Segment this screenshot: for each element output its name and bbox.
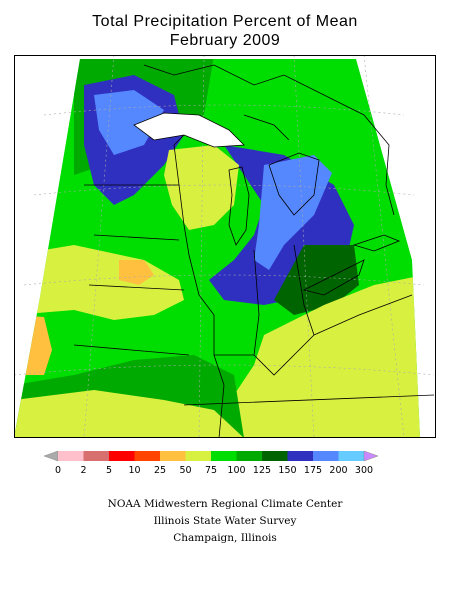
- lake-michigan: [228, 166, 250, 246]
- region-orange-west: [119, 260, 154, 285]
- legend-tick-label: 150: [278, 465, 296, 476]
- legend-tick-label: 100: [227, 465, 245, 476]
- legend-swatch: [134, 451, 160, 461]
- legend-tick-label: 10: [128, 465, 140, 476]
- legend-swatch: [211, 451, 237, 461]
- credit-line-1: NOAA Midwestern Regional Climate Center: [107, 498, 343, 510]
- region-dark-green-east: [274, 245, 359, 315]
- legend-tick-label: 5: [106, 465, 112, 476]
- legend-tick-label: 2: [80, 465, 86, 476]
- legend-swatch: [185, 451, 211, 461]
- legend-arrow-right: [363, 450, 379, 462]
- region-yellow-green-south: [14, 390, 244, 438]
- region-light-blue-north: [94, 90, 164, 155]
- state-borders: [73, 129, 435, 438]
- region-yellow-green-center: [164, 145, 239, 230]
- credit-line-2: Illinois State Water Survey: [153, 515, 297, 527]
- legend-swatch: [160, 451, 186, 461]
- legend-tick-label: 25: [154, 465, 166, 476]
- legend-tick-label: 125: [253, 465, 271, 476]
- map-title: Total Precipitation Percent of Mean: [92, 13, 358, 30]
- precipitation-map: [14, 55, 436, 438]
- legend-swatch: [262, 451, 288, 461]
- canada-outline: [143, 64, 395, 216]
- legend-tick-label: 50: [179, 465, 191, 476]
- legend-swatch: [83, 451, 109, 461]
- lake-superior: [133, 112, 245, 148]
- legend-swatch: [236, 451, 262, 461]
- credit-line-3: Champaign, Illinois: [173, 532, 277, 544]
- legend-tick-label: 200: [329, 465, 347, 476]
- legend-tick-label: 175: [304, 465, 322, 476]
- graticule: [14, 55, 435, 438]
- legend-swatch: [313, 451, 339, 461]
- great-lakes: [133, 112, 401, 296]
- lake-erie: [302, 259, 365, 296]
- legend-tick-label: 300: [355, 465, 373, 476]
- map-frame: [14, 55, 436, 438]
- lake-ontario: [352, 234, 401, 252]
- color-legend: 0 2 5 10 25 50 75 100 125 150 175 200 300: [43, 450, 379, 476]
- legend-swatch: [58, 451, 84, 461]
- legend-swatch: [287, 451, 313, 461]
- lake-huron: [268, 152, 320, 216]
- legend-tick-label: 0: [55, 465, 61, 476]
- map-subtitle: February 2009: [169, 32, 281, 49]
- legend-swatch: [338, 451, 364, 461]
- legend-swatch: [109, 451, 135, 461]
- legend-arrow-left: [43, 450, 59, 462]
- legend-tick-label: 75: [205, 465, 217, 476]
- region-light-blue-lake: [254, 155, 332, 270]
